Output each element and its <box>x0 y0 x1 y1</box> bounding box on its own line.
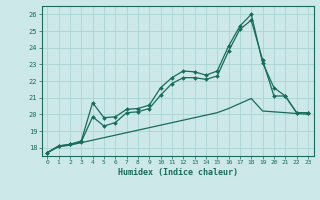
X-axis label: Humidex (Indice chaleur): Humidex (Indice chaleur) <box>118 168 237 177</box>
